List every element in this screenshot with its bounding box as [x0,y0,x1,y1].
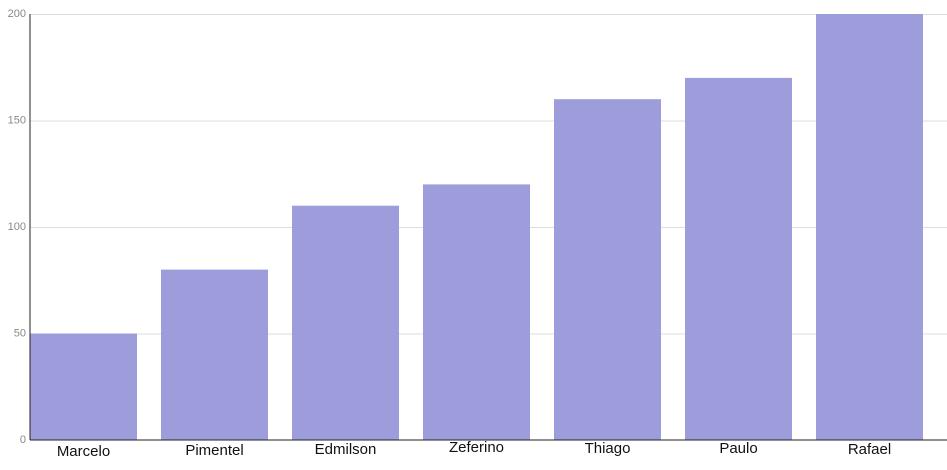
bar-edmilson [292,205,399,440]
bar-rafael [816,14,923,440]
x-tick-label-zeferino: Zeferino [449,439,504,456]
y-tick-label: 200 [8,8,26,20]
bar-zeferino [423,184,530,440]
x-tick-label-rafael: Rafael [848,441,891,458]
bar-pimentel [161,269,268,440]
axes [29,14,947,441]
x-tick-labels: Marcelo Pimentel Edmilson Zeferino Thiago Pau… [57,439,891,460]
y-tick-label: 150 [8,115,26,127]
y-tick-labels: 0 50 100 150 200 [8,8,26,446]
y-tick-label: 0 [20,434,26,446]
bars [30,14,923,441]
bar-thiago [554,99,661,440]
y-tick-label: 100 [8,221,26,233]
bar-paulo [685,77,792,441]
x-tick-label-thiago: Thiago [585,440,631,457]
x-tick-label-edmilson: Edmilson [315,441,377,458]
x-tick-label-pimentel: Pimentel [185,442,243,459]
y-tick-label: 50 [14,328,26,340]
x-tick-label-paulo: Paulo [719,440,757,457]
bar-marcelo [30,333,137,440]
x-tick-label-marcelo: Marcelo [57,443,110,460]
